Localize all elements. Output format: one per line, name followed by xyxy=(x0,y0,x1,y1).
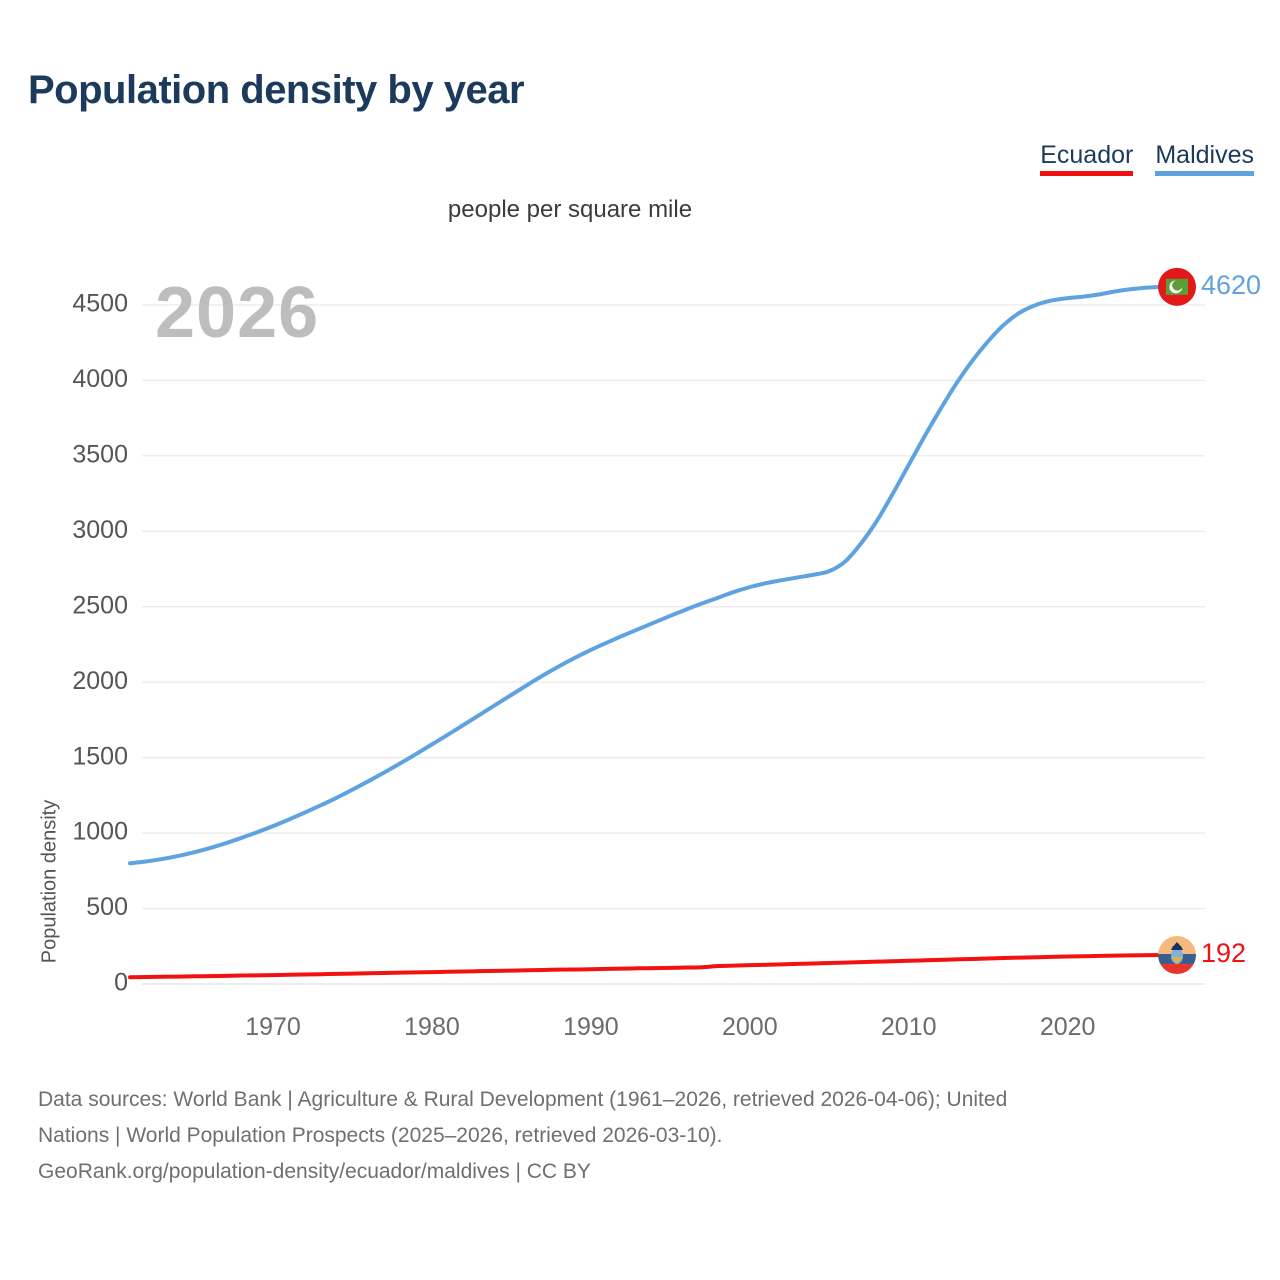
line-chart-svg: 0 500 1000 1500 2000 2500 3000 3500 4000 4500 197… xyxy=(72,267,1261,1041)
y-tick-label: 0 xyxy=(114,969,128,997)
legend-swatch-maldives xyxy=(1155,171,1254,177)
legend-label-maldives: Maldives xyxy=(1155,141,1254,169)
y-axis-title: Population density xyxy=(38,799,61,964)
legend: Ecuador Maldives xyxy=(1040,141,1254,177)
x-tick-label: 1970 xyxy=(245,1013,301,1041)
legend-label-ecuador: Ecuador xyxy=(1040,141,1134,169)
y-axis-tick-labels: 0 500 1000 1500 2000 2500 3000 3500 4000 4500 xyxy=(72,290,128,997)
gridlines xyxy=(142,304,1205,985)
y-tick-label: 4000 xyxy=(72,365,128,393)
footer-line-2: Nations | World Population Prospects (20… xyxy=(38,1124,723,1148)
x-tick-label: 2020 xyxy=(1040,1013,1096,1041)
x-axis-tick-labels: 1970 1980 1990 2000 2010 2020 xyxy=(245,1013,1095,1041)
end-label-ecuador: 192 xyxy=(1201,938,1246,968)
chart-plot-area: 0 500 1000 1500 2000 2500 3000 3500 4000 4500 197… xyxy=(0,250,1280,1050)
year-watermark: 2026 xyxy=(155,273,320,353)
series-line-maldives xyxy=(128,284,1165,866)
x-tick-label: 2010 xyxy=(881,1013,937,1041)
y-tick-label: 1000 xyxy=(72,818,128,846)
footer-sources: Data sources: World Bank | Agriculture &… xyxy=(38,1082,1258,1190)
y-tick-label: 3000 xyxy=(72,516,128,544)
y-tick-label: 2500 xyxy=(72,591,128,619)
maldives-flag-icon[interactable] xyxy=(1158,267,1196,306)
legend-item-maldives[interactable]: Maldives xyxy=(1155,141,1254,177)
page-title: Population density by year xyxy=(28,68,525,112)
x-tick-label: 1980 xyxy=(404,1013,460,1041)
y-tick-label: 1500 xyxy=(72,742,128,770)
legend-swatch-ecuador xyxy=(1040,171,1134,177)
y-tick-label: 2000 xyxy=(72,667,128,695)
chart-subtitle: people per square mile xyxy=(447,196,693,223)
ecuador-flag-icon[interactable] xyxy=(1157,935,1197,978)
x-tick-label: 2000 xyxy=(722,1013,778,1041)
y-tick-label: 500 xyxy=(86,893,128,921)
x-tick-label: 1990 xyxy=(563,1013,619,1041)
y-tick-label: 4500 xyxy=(72,290,128,318)
legend-item-ecuador[interactable]: Ecuador xyxy=(1040,141,1134,177)
series-line-ecuador xyxy=(128,953,1165,980)
footer-line-1: Data sources: World Bank | Agriculture &… xyxy=(38,1088,1008,1111)
y-tick-label: 3500 xyxy=(72,440,128,468)
end-label-maldives: 4620 xyxy=(1201,270,1261,300)
footer-line-3: GeoRank.org/population-density/ecuador/m… xyxy=(38,1160,591,1184)
